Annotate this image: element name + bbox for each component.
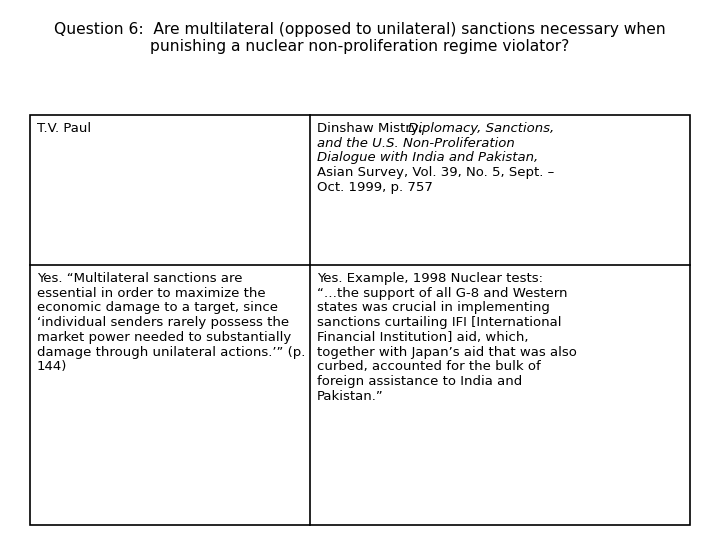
Text: punishing a nuclear non-proliferation regime violator?: punishing a nuclear non-proliferation re… [150,39,570,55]
Text: ‘individual senders rarely possess the: ‘individual senders rarely possess the [37,316,289,329]
Text: economic damage to a target, since: economic damage to a target, since [37,301,278,314]
Text: Financial Institution] aid, which,: Financial Institution] aid, which, [317,331,528,344]
Text: states was crucial in implementing: states was crucial in implementing [317,301,550,314]
Text: damage through unilateral actions.’” (p.: damage through unilateral actions.’” (p. [37,346,305,359]
Text: sanctions curtailing IFI [International: sanctions curtailing IFI [International [317,316,562,329]
Text: together with Japan’s aid that was also: together with Japan’s aid that was also [317,346,577,359]
Text: and the U.S. Non-Proliferation: and the U.S. Non-Proliferation [317,137,515,150]
Text: Question 6:  Are multilateral (opposed to unilateral) sanctions necessary when: Question 6: Are multilateral (opposed to… [54,22,666,37]
Text: T.V. Paul: T.V. Paul [37,122,91,135]
Text: Yes. “Multilateral sanctions are: Yes. “Multilateral sanctions are [37,272,243,285]
Text: Dialogue with India and Pakistan,: Dialogue with India and Pakistan, [317,151,539,165]
Text: Asian Survey, Vol. 39, No. 5, Sept. –: Asian Survey, Vol. 39, No. 5, Sept. – [317,166,554,179]
Text: foreign assistance to India and: foreign assistance to India and [317,375,522,388]
Text: 144): 144) [37,360,68,373]
Text: Pakistan.”: Pakistan.” [317,390,384,403]
Text: essential in order to maximize the: essential in order to maximize the [37,287,266,300]
Text: Oct. 1999, p. 757: Oct. 1999, p. 757 [317,181,433,194]
Text: “…the support of all G-8 and Western: “…the support of all G-8 and Western [317,287,567,300]
Text: Yes. Example, 1998 Nuclear tests:: Yes. Example, 1998 Nuclear tests: [317,272,543,285]
Bar [30,115,690,525]
Text: Diplomacy, Sanctions,: Diplomacy, Sanctions, [408,122,554,135]
Text: market power needed to substantially: market power needed to substantially [37,331,292,344]
Text: Dinshaw Mistry,: Dinshaw Mistry, [317,122,427,135]
Text: curbed, accounted for the bulk of: curbed, accounted for the bulk of [317,360,541,373]
